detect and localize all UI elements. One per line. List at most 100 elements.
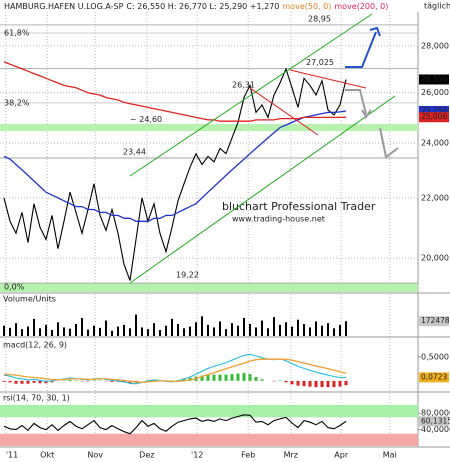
value-tag-label: 0,0723 (421, 372, 447, 381)
panel-title: rsi(14, 70, 30, 1) (3, 394, 70, 403)
volume-bar (327, 323, 330, 336)
histogram-bar (182, 378, 186, 381)
histogram-bar (224, 374, 228, 381)
y-tick-label: 80,0000 (421, 409, 450, 418)
volume-bar (135, 314, 138, 336)
x-tick-label: Feb (241, 451, 255, 460)
volume-bar (159, 330, 162, 336)
x-tick-label: Okt (40, 451, 54, 460)
volume-bar (15, 323, 18, 336)
volume-bar (219, 321, 222, 336)
volume-bar (153, 323, 156, 336)
volume-bar (147, 329, 150, 336)
panel-title: macd(12, 26, 9) (3, 341, 67, 350)
volume-bar (273, 317, 276, 336)
value-tag (419, 316, 449, 327)
volume-bar (21, 329, 24, 336)
volume-bar (309, 327, 312, 336)
level-label: 28,95 (308, 14, 331, 23)
x-tick-label: Mrz (284, 451, 298, 460)
volume-bar (261, 320, 264, 336)
y-tick-label: 26,000 (421, 88, 449, 97)
fib-label: 0,0% (4, 283, 25, 292)
y-tick-label: 20,000 (421, 254, 449, 263)
panel-title: Volume/Units (3, 295, 56, 304)
watermark: bluchart Professional Trader (222, 200, 376, 213)
histogram-bar (32, 380, 36, 383)
source: www.trading-house.net (232, 215, 325, 224)
level-label: 19,22 (176, 271, 199, 280)
value-tag-label: 25,256 (421, 106, 447, 115)
volume-bar (237, 325, 240, 336)
volume-bar (303, 324, 306, 336)
period: täglich (424, 2, 450, 11)
histogram-bar (14, 380, 18, 384)
volume-bar (75, 324, 78, 336)
histogram-bar (26, 380, 30, 384)
note-label: 26,31 (232, 81, 255, 90)
histogram-bar (260, 379, 264, 381)
fib-band (0, 283, 418, 292)
volume-bar (267, 328, 270, 336)
histogram-bar (254, 377, 258, 381)
histogram-bar (44, 380, 48, 384)
volume-bar (81, 318, 84, 336)
histogram-bar (344, 380, 348, 386)
histogram-bar (314, 380, 318, 388)
value-tag (419, 372, 449, 383)
histogram-bar (50, 380, 54, 383)
histogram-bar (212, 374, 216, 381)
y-tick-label: 22,000 (421, 193, 449, 202)
series-line (3, 414, 347, 435)
trend-channel (129, 13, 373, 177)
triangle-line (249, 87, 319, 136)
volume-bar (243, 318, 246, 336)
volume-bar (321, 325, 324, 336)
histogram-bar (296, 380, 300, 386)
volume-bar (207, 324, 210, 336)
y-tick-label: 28,000 (421, 41, 449, 50)
histogram-bar (320, 380, 324, 388)
zone-label: ~ 24,60 (130, 115, 162, 124)
volume-bar (333, 328, 336, 336)
x-tick-label: Dez (139, 451, 154, 460)
volume-bar (339, 324, 342, 336)
value-tag-label: 60,1315 (421, 416, 450, 425)
volume-bar (195, 322, 198, 336)
arrow (345, 89, 367, 115)
volume-bar (69, 328, 72, 336)
volume-bar (297, 319, 300, 336)
chart-title: HAMBURG.HAFEN U.LOG.A-SP (4, 2, 124, 11)
series-line (3, 110, 347, 222)
y-tick-label: 24,000 (421, 139, 449, 148)
series-line (3, 61, 347, 122)
x-tick-label: Nov (87, 451, 103, 460)
histogram-bar (2, 380, 6, 382)
x-tick-label: Apr (334, 451, 349, 460)
volume-bar (213, 327, 216, 336)
plot: '11 Okt Nov Dez '12 Feb Mrz Apr Mai ~ 24,60 61,8% 3… (0, 12, 450, 460)
volume-bar (345, 321, 348, 336)
x-tick-label: '12 (191, 451, 203, 460)
volume-bar (225, 329, 228, 336)
volume-bar (9, 327, 12, 336)
histogram-bar (302, 380, 306, 387)
histogram-bar (8, 380, 12, 383)
quote: C: 26,550 H: 26,770 L: 25,290 +1,270 (126, 2, 279, 11)
volume-bar (3, 325, 6, 336)
histogram-bar (68, 379, 72, 381)
volume-bar (117, 326, 120, 336)
volume-bar (51, 330, 54, 336)
histogram-bar (284, 380, 288, 383)
volume-bar (57, 322, 60, 336)
triangle-line (289, 69, 367, 89)
volume-bar (63, 327, 66, 336)
histogram-bar (332, 380, 336, 388)
volume-bar (45, 324, 48, 336)
zone (0, 124, 418, 132)
header: HAMBURG.HAFEN U.LOG.A-SP C: 26,550 H: 26,… (4, 2, 388, 11)
histogram-bar (110, 380, 114, 382)
value-tag-label: 25,006 (421, 112, 447, 121)
